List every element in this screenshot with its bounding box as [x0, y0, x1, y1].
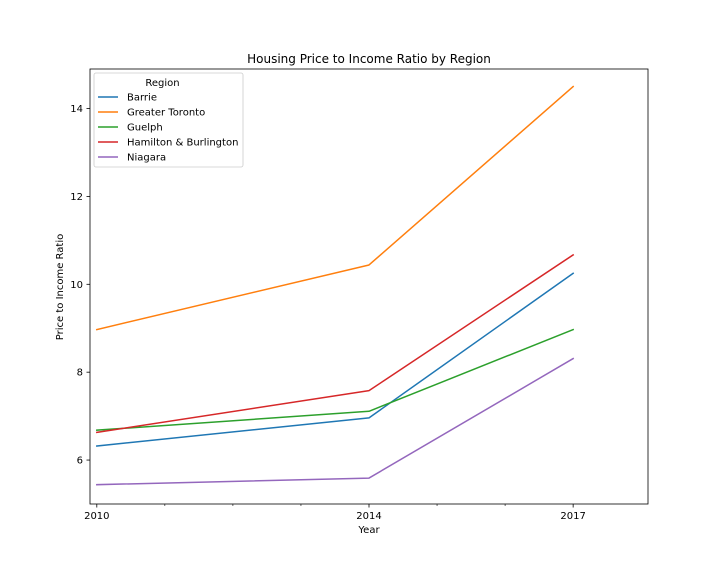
series-line-hamilton-burlington	[95, 253, 575, 434]
legend-label-niagara: Niagara	[127, 153, 166, 164]
legend: Region Barrie Greater Toronto Guelph Hamilto…	[93, 72, 244, 168]
y-tick-label: 10	[70, 280, 83, 291]
chart-title: Housing Price to Income Ratio by Region	[247, 52, 491, 66]
y-tick-label: 8	[77, 368, 83, 379]
x-tick-label: 2014	[356, 511, 381, 522]
legend-box	[93, 72, 244, 168]
y-tick-label: 6	[77, 456, 83, 467]
x-axis-title: Year	[357, 525, 380, 536]
series-line-niagara	[96, 357, 575, 486]
y-tick-label: 12	[70, 192, 83, 203]
y-axis-title: Price to Income Ratio	[55, 234, 66, 340]
x-tick-label: 2017	[560, 511, 585, 522]
y-tick-label: 14	[70, 104, 83, 115]
legend-label-guelph: Guelph	[127, 123, 163, 134]
legend-label-hamilton-burlington: Hamilton & Burlington	[127, 138, 238, 149]
series-line-greater-toronto	[95, 85, 575, 331]
legend-label-barrie: Barrie	[127, 93, 157, 104]
legend-label-greater-toronto: Greater Toronto	[127, 108, 205, 119]
plot-area: 6 8 10 12 14 2010 2014 2017	[70, 68, 649, 522]
series-line-guelph	[95, 328, 575, 431]
series-line-barrie	[95, 272, 575, 447]
legend-title: Region	[145, 78, 179, 89]
x-tick-label: 2010	[84, 511, 109, 522]
